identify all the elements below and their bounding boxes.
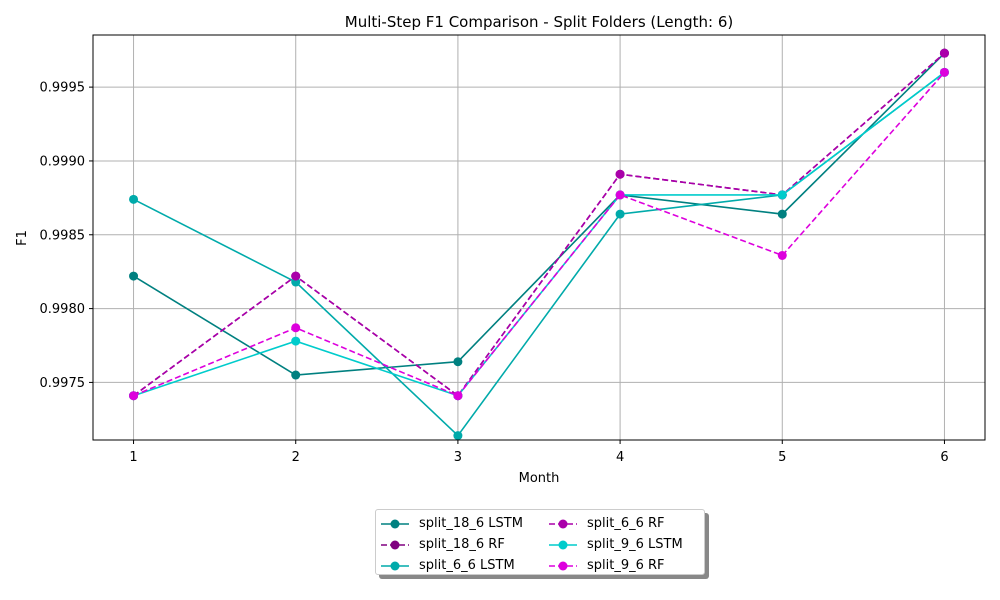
series-split-9-6-rf (129, 67, 949, 401)
series-line (133, 52, 946, 397)
y-axis-label: F1 (15, 230, 30, 246)
series-line (133, 71, 946, 397)
legend-swatch (381, 561, 409, 570)
data-point (129, 271, 139, 281)
data-point (615, 190, 625, 200)
x-axis-label: Month (519, 471, 560, 486)
x-tick-label: 6 (940, 450, 948, 465)
legend-label: split_18_6 RF (419, 537, 505, 552)
series-line (133, 52, 946, 376)
data-point (777, 209, 787, 219)
x-tick-label: 2 (292, 450, 300, 465)
legend-item: split_9_6 LSTM (544, 534, 704, 555)
series-line (133, 71, 945, 397)
data-point (453, 391, 463, 401)
legend-label: split_6_6 RF (587, 516, 665, 531)
legend-grid: split_18_6 LSTM split_6_6 RF split_18_6 RF… (376, 513, 704, 576)
data-point (777, 190, 787, 200)
series-layer (129, 48, 949, 441)
data-point (291, 370, 301, 380)
legend-label: split_18_6 LSTM (419, 516, 523, 531)
plot-frame (92, 34, 986, 441)
legend-item: split_6_6 RF (544, 513, 704, 534)
y-tick-label: 0.9990 (40, 154, 86, 169)
legend-item: split_6_6 LSTM (376, 555, 544, 576)
legend-item: split_9_6 RF (544, 555, 704, 576)
legend: split_18_6 LSTM split_6_6 RF split_18_6 RF… (375, 509, 705, 575)
y-tick-label: 0.9975 (40, 376, 86, 391)
data-point (453, 431, 463, 441)
data-point (129, 391, 139, 401)
axis-ticks: 1 2 3 4 5 6 0.9975 0.9980 0.9985 0.9990 0.9995 (40, 81, 949, 465)
data-point (291, 271, 301, 281)
series-split-18-6-lstm (129, 48, 949, 380)
series-split-6-6-lstm (129, 67, 949, 441)
legend-swatch (381, 540, 409, 549)
data-point (129, 194, 139, 204)
legend-swatch (549, 561, 577, 570)
data-point (939, 67, 949, 77)
data-point (291, 323, 301, 333)
data-point (615, 209, 625, 219)
legend-item: split_18_6 RF (376, 534, 544, 555)
series-line (133, 52, 946, 397)
x-tick-label: 1 (129, 450, 137, 465)
legend-label: split_9_6 RF (587, 558, 665, 573)
x-tick-label: 3 (454, 450, 462, 465)
legend-label: split_9_6 LSTM (587, 537, 683, 552)
series-split-9-6-lstm (129, 67, 949, 401)
data-point (291, 336, 301, 346)
series-line (133, 71, 945, 437)
data-point (939, 48, 949, 58)
x-tick-label: 5 (778, 450, 786, 465)
data-point (453, 357, 463, 367)
legend-swatch (549, 540, 577, 549)
y-tick-label: 0.9980 (40, 302, 86, 317)
y-tick-label: 0.9995 (40, 81, 86, 96)
chart-title: Multi-Step F1 Comparison - Split Folders… (345, 13, 733, 31)
legend-swatch (549, 519, 577, 528)
data-point (777, 250, 787, 260)
data-point (615, 169, 625, 179)
grid-lines (93, 35, 985, 440)
x-tick-label: 4 (616, 450, 624, 465)
legend-label: split_6_6 LSTM (419, 558, 515, 573)
legend-swatch (381, 519, 409, 528)
legend-item: split_18_6 LSTM (376, 513, 544, 534)
y-tick-label: 0.9985 (40, 228, 86, 243)
